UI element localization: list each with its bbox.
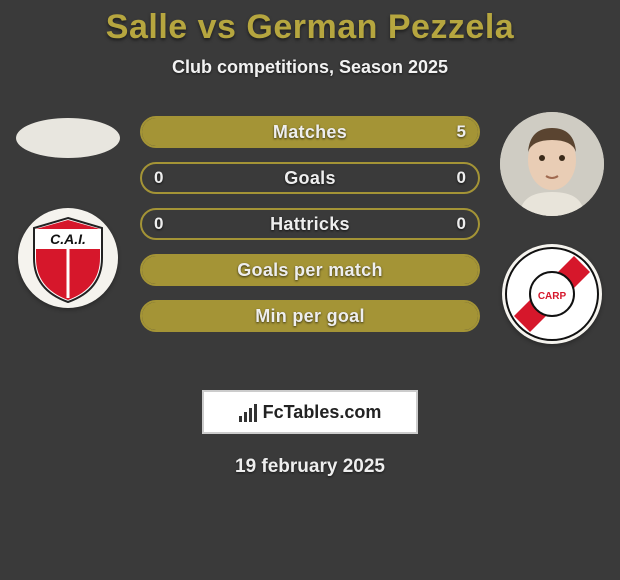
stat-bar: 0 Hattricks 0 — [140, 208, 480, 240]
brand-box[interactable]: FcTables.com — [202, 390, 418, 434]
stat-value-right: 5 — [457, 122, 466, 142]
main-area: C.A.I. — [0, 112, 620, 372]
stat-label: Hattricks — [270, 214, 350, 235]
stat-bar: Matches 5 — [140, 116, 480, 148]
player-photo-right — [500, 112, 604, 216]
stat-value-left: 0 — [154, 214, 163, 234]
date-text: 19 february 2025 — [0, 456, 620, 478]
avatar-icon — [500, 112, 604, 216]
badge-icon: CARP — [502, 244, 602, 344]
stat-label: Goals per match — [237, 260, 383, 281]
right-column: CARP — [492, 112, 612, 344]
left-column: C.A.I. — [8, 112, 128, 308]
svg-text:C.A.I.: C.A.I. — [50, 231, 86, 247]
bars-icon — [239, 402, 259, 422]
stat-bar: Goals per match — [140, 254, 480, 286]
stat-label: Goals — [284, 168, 336, 189]
page-title: Salle vs German Pezzela — [0, 8, 620, 47]
stat-label: Min per goal — [255, 306, 365, 327]
stat-bars: Matches 5 0 Goals 0 0 Hattricks 0 Goals per matc… — [140, 116, 480, 332]
stat-bar: Min per goal — [140, 300, 480, 332]
svg-text:CARP: CARP — [538, 291, 567, 302]
club-crest-left: C.A.I. — [18, 208, 118, 308]
comparison-card: Salle vs German Pezzela Club competition… — [0, 0, 620, 478]
club-crest-right: CARP — [502, 244, 602, 344]
brand-text: FcTables.com — [263, 402, 382, 423]
shield-icon: C.A.I. — [18, 208, 118, 308]
player-photo-left — [16, 118, 120, 158]
stat-value-right: 0 — [457, 168, 466, 188]
stat-label: Matches — [273, 122, 347, 143]
stat-value-left: 0 — [154, 168, 163, 188]
stat-bar: 0 Goals 0 — [140, 162, 480, 194]
stat-value-right: 0 — [457, 214, 466, 234]
subtitle: Club competitions, Season 2025 — [0, 57, 620, 78]
